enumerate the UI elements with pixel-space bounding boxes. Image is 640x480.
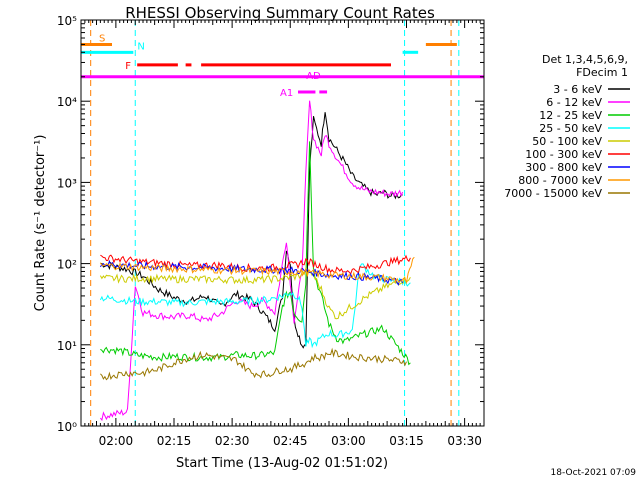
legend-header-line: FDecim 1: [576, 66, 628, 79]
flag-label-s: S: [99, 33, 105, 44]
y-tick-label: 10¹: [57, 339, 77, 353]
legend-entry-label: 300 - 800 keV: [525, 161, 602, 174]
y-tick-label: 10²: [57, 258, 77, 272]
legend-entry-label: 100 - 300 keV: [525, 148, 602, 161]
series-line-9: [100, 347, 407, 381]
y-axis-label: Count Rate (s⁻¹ detector⁻¹): [33, 135, 48, 312]
y-tick-label: 10⁵: [57, 14, 77, 28]
legend-entry-label: 50 - 100 keV: [532, 135, 602, 148]
legend-entry-label: 7000 - 15000 keV: [504, 187, 602, 200]
x-tick-label: 03:15: [389, 434, 424, 448]
y-tick-label: 10⁰: [57, 420, 77, 434]
series-line-3: [100, 141, 411, 366]
legend-entry-label: 3 - 6 keV: [553, 83, 602, 96]
x-axis: 02:00 02:15 02:30 02:45 03:00 03:15 03:30: [80, 20, 485, 448]
data-layer: [90, 20, 460, 426]
flag-label-f: F: [125, 61, 131, 72]
legend-header-line: Det 1,3,4,5,6,9,: [542, 53, 628, 66]
legend-entry-label: 6 - 12 keV: [546, 96, 602, 109]
legend-entry-label: 25 - 50 keV: [539, 122, 602, 135]
legend-entry-label: 12 - 25 keV: [539, 109, 602, 122]
series-line-7: [99, 259, 404, 286]
x-axis-label: Start Time (13-Aug-02 01:51:02): [176, 456, 388, 471]
footer-date: 18-Oct-2021 07:09: [551, 468, 637, 478]
flag-label-n: N: [137, 41, 144, 52]
chart-title: RHESSI Observing Summary Count Rates: [125, 4, 435, 22]
x-tick-label: 02:45: [273, 434, 308, 448]
x-tick-label: 02:30: [215, 434, 250, 448]
series-line-1: [100, 112, 403, 349]
series-line-8: [99, 256, 415, 285]
x-tick-label: 02:00: [99, 434, 134, 448]
y-tick-label: 10³: [57, 176, 77, 190]
x-tick-label: 02:15: [157, 434, 192, 448]
series-line-4: [99, 263, 411, 349]
y-tick-label: 10⁴: [57, 95, 77, 109]
legend-entry-label: 800 - 7000 keV: [518, 174, 602, 187]
attitude-flag-layer: S NF AD A1: [81, 33, 484, 99]
flag-label-a1: A1: [280, 88, 293, 99]
x-tick-label: 03:30: [447, 434, 482, 448]
x-tick-label: 03:00: [331, 434, 366, 448]
flag-label-ad: AD: [306, 71, 321, 82]
y-axis: 10⁰ 10¹ 10² 10³ 10⁴ 10⁵: [57, 14, 484, 434]
series-line-2: [100, 100, 404, 422]
series-line-5: [99, 266, 411, 320]
plot-frame: [80, 19, 485, 427]
